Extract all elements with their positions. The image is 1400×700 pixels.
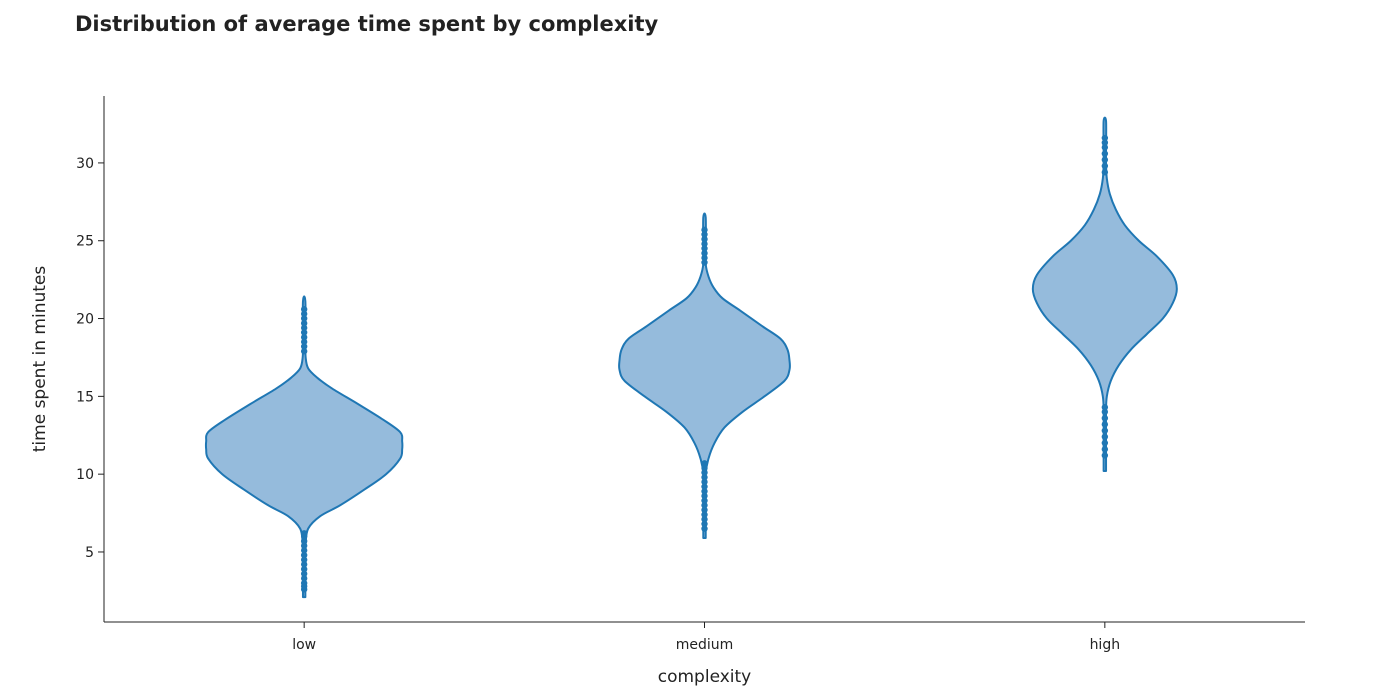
- y-tick-label: 20: [76, 312, 94, 328]
- violin-point-low: [300, 561, 308, 568]
- violin-point-low: [300, 551, 308, 559]
- violin-point-medium: [701, 235, 708, 243]
- violin-point-low: [300, 348, 308, 355]
- violin-point-medium: [701, 483, 708, 490]
- violin-high[interactable]: [1031, 116, 1178, 473]
- violin-point-medium: [701, 249, 708, 257]
- violin-point-medium: [701, 240, 708, 248]
- violin-point-high: [1101, 427, 1109, 434]
- violin-point-high: [1101, 421, 1109, 428]
- violin-point-medium: [701, 474, 708, 481]
- violin-point-high: [1101, 162, 1109, 170]
- violin-point-high: [1101, 156, 1109, 164]
- violin-point-medium: [701, 506, 708, 514]
- violin-point-medium: [701, 492, 708, 500]
- violin-point-high: [1101, 446, 1109, 453]
- chart-title: Distribution of average time spent by co…: [75, 12, 659, 36]
- x-axis-title: complexity: [658, 667, 752, 687]
- violin-point-medium: [701, 488, 708, 495]
- violin-point-high: [1101, 439, 1109, 447]
- violin-point-low: [300, 338, 308, 346]
- y-axis-ticks: 5 10 15 20 25 30: [76, 156, 104, 561]
- violin-point-medium: [701, 464, 708, 472]
- violin-point-medium: [701, 525, 708, 532]
- violin-point-medium: [701, 469, 708, 476]
- violin-point-high: [1101, 433, 1109, 441]
- violin-point-high: [1101, 144, 1109, 151]
- violin-point-low: [300, 320, 308, 327]
- violin-point-high: [1101, 169, 1109, 176]
- y-tick-label: 5: [85, 545, 94, 561]
- violin-point-low: [300, 579, 308, 587]
- violin-point-low: [300, 575, 308, 582]
- violin-point-medium: [701, 478, 708, 486]
- violin-point-high: [1101, 414, 1109, 422]
- x-tick-label-high: high: [1090, 637, 1121, 653]
- x-axis-ticks: low medium high: [292, 622, 1120, 653]
- y-tick-label: 30: [76, 156, 94, 172]
- violin-point-high: [1101, 452, 1109, 459]
- violin-point-low: [300, 537, 308, 545]
- violin-point-medium: [701, 254, 708, 262]
- violin-point-low: [300, 530, 308, 537]
- violin-point-low: [300, 570, 308, 577]
- violin-point-low: [300, 315, 308, 322]
- y-axis-title: time spent in minutes: [30, 266, 50, 453]
- violin-point-low: [300, 334, 308, 341]
- violin-point-low: [300, 306, 308, 313]
- violin-point-high: [1101, 408, 1109, 416]
- violin-point-low: [300, 547, 308, 554]
- violin-point-low: [300, 343, 308, 350]
- violin-point-low: [300, 565, 308, 573]
- violin-point-low: [300, 310, 308, 318]
- violin-point-medium: [701, 502, 708, 509]
- violin-point-medium: [701, 516, 708, 523]
- violin-point-medium: [701, 226, 708, 234]
- violin-medium[interactable]: [618, 212, 791, 539]
- violin-point-high: [1101, 150, 1109, 157]
- violin-point-medium: [701, 511, 708, 518]
- violin-point-medium: [701, 245, 708, 252]
- violin-point-high: [1101, 139, 1109, 146]
- violin-low[interactable]: [204, 295, 404, 599]
- violin-point-low: [300, 556, 308, 563]
- violin-point-high: [1101, 134, 1109, 142]
- violin-point-medium: [701, 460, 708, 467]
- y-tick-label: 15: [76, 389, 94, 405]
- violin-point-medium: [701, 497, 708, 504]
- violins-layer: [204, 116, 1178, 599]
- x-tick-label-medium: medium: [676, 637, 734, 653]
- violin-point-low: [300, 324, 308, 332]
- violin-point-high: [1101, 404, 1109, 411]
- x-tick-label-low: low: [292, 637, 316, 653]
- violin-point-medium: [701, 520, 708, 528]
- y-tick-label: 10: [76, 467, 94, 483]
- violin-point-medium: [701, 231, 708, 238]
- violin-point-low: [300, 542, 308, 549]
- y-tick-label: 25: [76, 234, 94, 250]
- violin-point-medium: [701, 259, 708, 266]
- violin-point-low: [300, 329, 308, 336]
